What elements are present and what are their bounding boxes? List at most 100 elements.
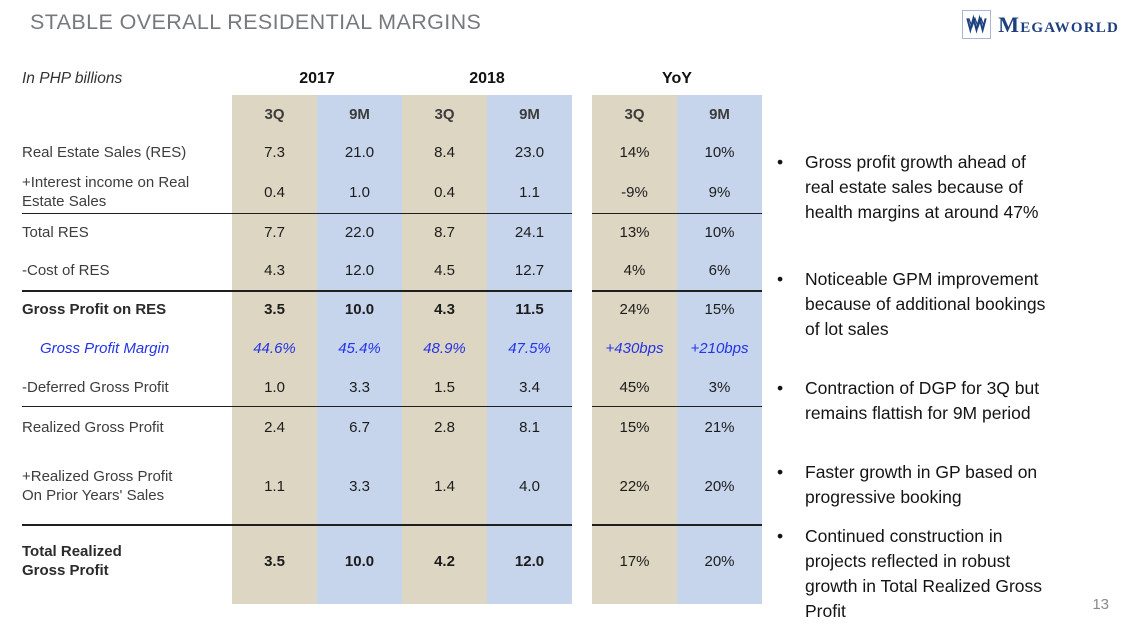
quarter-header-2018-9m: 9M — [519, 105, 540, 123]
cell-2017-3q: 7.3 — [264, 143, 285, 161]
cell-2017-3q: 2.4 — [264, 418, 285, 436]
cell-yoy-3q: 13% — [619, 223, 650, 241]
column-bg-2017-3q — [232, 95, 317, 604]
cell-2017-9m: 3.3 — [349, 477, 370, 495]
commentary-bullet-list: Gross profit growth ahead of real estate… — [775, 150, 1057, 624]
cell-2017-9m: 45.4% — [338, 340, 381, 357]
cell-2018-3q: 4.2 — [434, 552, 455, 570]
row-label: -Cost of RES — [22, 262, 110, 279]
megaworld-logo-text: Megaworld — [998, 11, 1119, 37]
row-label: Gross Profit Margin — [40, 340, 170, 357]
table-row-total-realized-gross-profit: Total Realized Gross Profit 3.5 10.0 4.2… — [22, 524, 762, 598]
cell-yoy-3q: -9% — [621, 183, 648, 201]
table-row-deferred-gross-profit: -Deferred Gross Profit 1.0 3.3 1.5 3.4 4… — [22, 369, 762, 406]
year-header-2018: 2018 — [469, 69, 505, 87]
separator-segment — [592, 213, 762, 214]
cell-yoy-9m: 10% — [704, 143, 735, 161]
cell-yoy-3q: +430bps — [605, 340, 664, 357]
cell-2017-9m: 10.0 — [344, 552, 375, 570]
cell-2017-3q: 4.3 — [264, 262, 285, 279]
cell-2018-3q: 0.4 — [434, 183, 455, 201]
cell-yoy-3q: 14% — [619, 143, 650, 161]
cell-2018-9m: 24.1 — [514, 223, 545, 241]
cell-2017-9m: 22.0 — [344, 223, 375, 241]
column-gap — [572, 95, 592, 133]
year-header-yoy: YoY — [662, 69, 692, 87]
cell-yoy-3q: 24% — [619, 300, 650, 318]
table-row-gross-profit-margin: Gross Profit Margin 44.6% 45.4% 48.9% 47… — [22, 328, 762, 369]
bullet-item: Continued construction in projects refle… — [775, 524, 1057, 624]
row-label: Real Estate Sales (RES) — [22, 143, 187, 161]
quarter-header-yoy-9m: 9M — [709, 105, 730, 123]
separator-segment — [592, 406, 762, 407]
quarter-header-2017-9m: 9M — [349, 105, 370, 123]
cell-yoy-9m: 20% — [704, 552, 735, 570]
column-gap — [572, 406, 592, 448]
page-number: 13 — [1092, 596, 1109, 613]
megaworld-zigzag-icon — [962, 10, 992, 39]
cell-2018-9m: 3.4 — [519, 379, 540, 396]
table-row-gross-profit-on-res: Gross Profit on RES 3.5 10.0 4.3 11.5 24… — [22, 290, 762, 328]
bullet-item: Gross profit growth ahead of real estate… — [775, 150, 1057, 225]
cell-yoy-9m: +210bps — [690, 340, 749, 357]
column-bg-2017-9m — [317, 95, 402, 604]
column-gap — [572, 290, 592, 328]
row-label: -Deferred Gross Profit — [22, 379, 169, 396]
cell-yoy-3q: 45% — [619, 379, 650, 396]
row-label: +Realized Gross Profit On Prior Years' S… — [22, 468, 173, 504]
row-label: Realized Gross Profit — [22, 418, 164, 436]
cell-yoy-9m: 9% — [708, 183, 731, 201]
slide-title: STABLE OVERALL RESIDENTIAL MARGINS — [30, 10, 482, 34]
cell-2018-3q: 4.3 — [434, 300, 455, 318]
cell-yoy-3q: 17% — [619, 552, 650, 570]
cell-2018-9m: 8.1 — [519, 418, 540, 436]
table-row-real-estate-sales: Real Estate Sales (RES) 7.3 21.0 8.4 23.… — [22, 133, 762, 171]
cell-2017-3q: 3.5 — [264, 300, 285, 318]
row-label: Total Realized Gross Profit — [22, 543, 122, 579]
cell-yoy-3q: 15% — [619, 418, 650, 436]
megaworld-logo: Megaworld — [962, 10, 1119, 39]
cell-2018-9m: 47.5% — [508, 340, 551, 357]
separator-segment — [592, 290, 762, 292]
residential-margins-table: In PHP billions 2017 2018 YoY 3Q 9M 3Q 9… — [22, 62, 762, 604]
bullet-item: Contraction of DGP for 3Q but remains fl… — [775, 376, 1057, 426]
separator-segment — [22, 290, 572, 292]
cell-yoy-9m: 3% — [708, 379, 731, 396]
cell-yoy-9m: 15% — [704, 300, 735, 318]
cell-2018-3q: 2.8 — [434, 418, 455, 436]
cell-2018-9m: 4.0 — [519, 477, 540, 495]
cell-2017-9m: 1.0 — [349, 183, 370, 201]
cell-2017-3q: 1.0 — [264, 379, 285, 396]
column-bg-2018-3q — [402, 95, 487, 604]
separator-segment — [22, 524, 572, 526]
bullet-item: Faster growth in GP based on progressive… — [775, 460, 1057, 510]
table-quarter-header-row: 3Q 9M 3Q 9M 3Q 9M — [22, 95, 762, 133]
cell-2018-9m: 12.0 — [514, 552, 545, 570]
column-bg-yoy-3q — [592, 95, 677, 604]
cell-2017-9m: 3.3 — [349, 379, 370, 396]
column-gap — [572, 328, 592, 369]
cell-2018-3q: 8.7 — [434, 223, 455, 241]
cell-yoy-9m: 10% — [704, 223, 735, 241]
cell-2018-3q: 8.4 — [434, 143, 455, 161]
table-row-total-res: Total RES 7.7 22.0 8.7 24.1 13% 10% — [22, 213, 762, 251]
row-label: Gross Profit on RES — [22, 300, 167, 318]
table-row-realized-gross-profit: Realized Gross Profit 2.4 6.7 2.8 8.1 15… — [22, 406, 762, 448]
cell-2017-3q: 0.4 — [264, 183, 285, 201]
cell-2017-9m: 10.0 — [344, 300, 375, 318]
column-gap — [572, 171, 592, 213]
quarter-header-2018-3q: 3Q — [434, 105, 455, 123]
separator-segment — [592, 524, 762, 526]
quarter-header-yoy-3q: 3Q — [624, 105, 645, 123]
cell-2017-9m: 12.0 — [344, 262, 375, 279]
quarter-header-2017-3q: 3Q — [264, 105, 285, 123]
row-label: Total RES — [22, 223, 89, 241]
cell-2017-3q: 3.5 — [264, 552, 285, 570]
cell-2017-3q: 44.6% — [253, 340, 296, 357]
cell-yoy-9m: 21% — [704, 418, 735, 436]
column-gap — [572, 369, 592, 406]
row-label: +Interest income on Real Estate Sales — [22, 174, 190, 210]
table-row-cost-of-res: -Cost of RES 4.3 12.0 4.5 12.7 4% 6% — [22, 251, 762, 290]
cell-yoy-3q: 22% — [619, 477, 650, 495]
